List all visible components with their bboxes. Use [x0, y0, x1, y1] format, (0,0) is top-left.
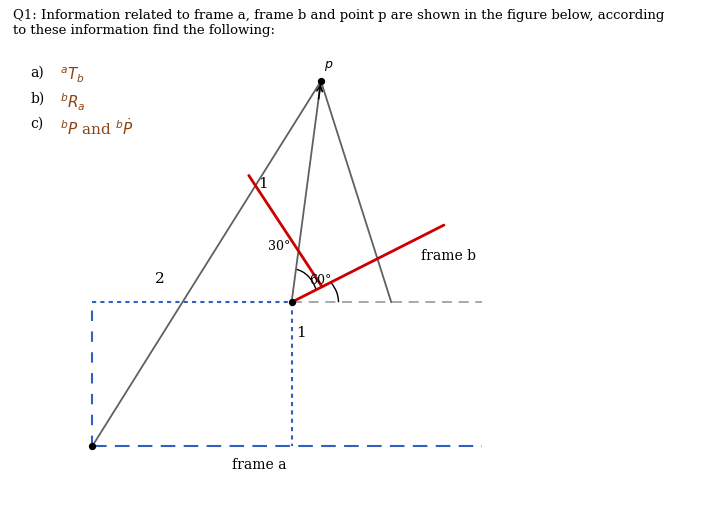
- Text: c): c): [31, 117, 44, 131]
- Text: 60°: 60°: [309, 274, 331, 287]
- Text: b): b): [31, 92, 45, 105]
- Text: 2: 2: [155, 272, 164, 286]
- Text: frame a: frame a: [232, 458, 287, 472]
- Text: 30°: 30°: [268, 240, 290, 253]
- Text: $^{b}R_{a}$: $^{b}R_{a}$: [60, 92, 86, 113]
- Text: $p$: $p$: [324, 59, 333, 73]
- Text: a): a): [31, 66, 44, 80]
- Point: [315, 77, 326, 85]
- Text: 1: 1: [295, 326, 305, 340]
- Point: [286, 298, 298, 307]
- Text: $^{b}P$ and $^{b}\dot{P}$: $^{b}P$ and $^{b}\dot{P}$: [60, 117, 133, 138]
- Text: $^{a}T_{b}$: $^{a}T_{b}$: [60, 66, 85, 85]
- Point: [87, 442, 98, 450]
- Text: Q1: Information related to frame a, frame b and point p are shown in the figure : Q1: Information related to frame a, fram…: [13, 9, 665, 37]
- Text: 1: 1: [259, 177, 268, 191]
- Text: frame b: frame b: [421, 249, 476, 263]
